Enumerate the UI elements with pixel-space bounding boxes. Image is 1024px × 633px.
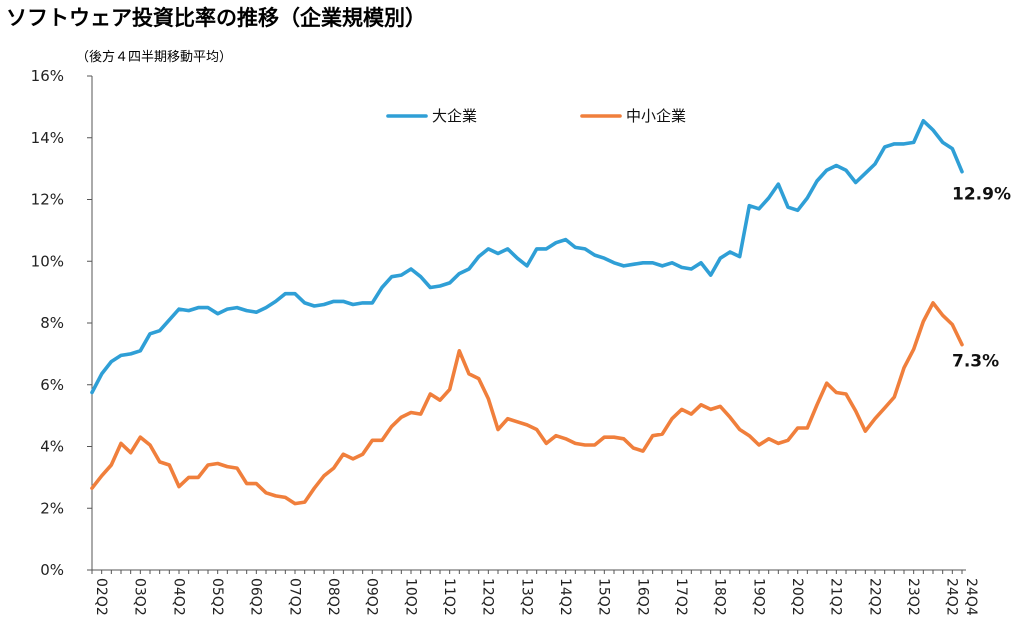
x-tick-label: 13Q2 <box>518 578 534 616</box>
x-tick-label: 17Q2 <box>673 578 689 616</box>
y-tick-label: 6% <box>40 376 64 394</box>
series-lines <box>90 119 964 506</box>
y-tick-label: 10% <box>31 252 64 270</box>
x-tick-label: 09Q2 <box>364 578 380 616</box>
x-tick-label: 15Q2 <box>596 578 612 616</box>
x-tick-label: 16Q2 <box>634 578 650 616</box>
x-tick-label: 23Q2 <box>905 578 921 616</box>
chart-subtitle: （後方４四半期移動平均） <box>76 50 233 65</box>
x-tick-label: 04Q2 <box>170 578 186 616</box>
x-tick-label: 08Q2 <box>325 578 341 616</box>
legend: 大企業 中小企業 <box>386 107 686 125</box>
y-tick-label: 14% <box>31 129 64 147</box>
end-labels: 12.9% 7.3% <box>952 185 1011 372</box>
x-tick-label: 21Q2 <box>828 578 844 616</box>
series-line-small <box>90 301 964 506</box>
end-value-label: 12.9% <box>952 185 1011 205</box>
x-tick-label: 02Q2 <box>93 578 109 616</box>
x-tick-label: 11Q2 <box>441 578 457 616</box>
chart-title: ソフトウェア投資比率の推移（企業規模別） <box>6 6 426 30</box>
end-value-label: 7.3% <box>952 352 999 372</box>
x-tick-label: 24Q2 <box>944 578 960 616</box>
x-axis-ticks: 02Q2 03Q2 04Q2 05Q2 06Q2 07Q2 08Q2 09Q2 10Q2 11Q2… <box>91 570 979 616</box>
y-tick-label: 16% <box>31 67 64 85</box>
y-tick-label: 4% <box>40 438 64 456</box>
legend-label: 中小企業 <box>626 107 686 125</box>
y-tick-label: 8% <box>40 314 64 332</box>
y-tick-label: 12% <box>31 191 64 209</box>
x-tick-label: 24Q4 <box>963 578 979 616</box>
y-tick-label: 0% <box>40 561 64 579</box>
x-tick-label: 07Q2 <box>286 578 302 616</box>
x-tick-label: 06Q2 <box>248 578 264 616</box>
x-tick-label: 19Q2 <box>750 578 766 616</box>
x-tick-label: 03Q2 <box>132 578 148 616</box>
x-tick-label: 18Q2 <box>712 578 728 616</box>
x-tick-label: 12Q2 <box>480 578 496 616</box>
y-tick-label: 2% <box>40 499 64 517</box>
x-tick-label: 20Q2 <box>789 578 805 616</box>
x-tick-label: 14Q2 <box>557 578 573 616</box>
legend-label: 大企業 <box>432 107 477 125</box>
x-tick-label: 10Q2 <box>402 578 418 616</box>
series-line-large <box>90 119 964 395</box>
y-axis-ticks: 0% 2% 4% 6% 8% 10% 12% 14% 16% <box>31 67 92 579</box>
axes <box>91 76 966 571</box>
x-tick-label: 22Q2 <box>866 578 882 616</box>
x-tick-label: 05Q2 <box>209 578 225 616</box>
